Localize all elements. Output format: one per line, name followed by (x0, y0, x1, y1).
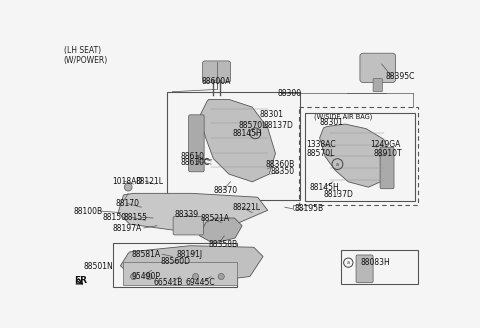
Text: a: a (254, 131, 257, 136)
Text: (LH SEAT)
(W/POWER): (LH SEAT) (W/POWER) (64, 46, 108, 65)
Text: 88145H: 88145H (232, 129, 262, 138)
Text: 88100B: 88100B (74, 207, 103, 215)
Text: 88301: 88301 (260, 110, 284, 118)
Text: (W/SIDE AIR BAG): (W/SIDE AIR BAG) (314, 113, 372, 120)
FancyBboxPatch shape (356, 255, 373, 283)
Polygon shape (320, 124, 392, 187)
Text: 88600A: 88600A (201, 77, 230, 86)
FancyBboxPatch shape (189, 115, 204, 172)
Polygon shape (200, 99, 276, 182)
Circle shape (218, 274, 224, 279)
Polygon shape (120, 246, 263, 284)
Text: 88360B: 88360B (265, 160, 295, 169)
Text: 88395C: 88395C (385, 72, 415, 81)
Text: 66541B: 66541B (153, 278, 182, 287)
Text: 88137D: 88137D (324, 190, 353, 199)
Text: 88560D: 88560D (161, 256, 191, 266)
Text: 69445C: 69445C (186, 278, 215, 287)
Text: 88570L: 88570L (306, 149, 335, 158)
Text: 88358B: 88358B (209, 240, 238, 250)
Text: 88910T: 88910T (374, 149, 403, 158)
Circle shape (192, 274, 199, 279)
Text: 88137D: 88137D (263, 121, 293, 130)
FancyBboxPatch shape (373, 79, 383, 92)
Text: 95490P: 95490P (132, 272, 160, 281)
FancyBboxPatch shape (380, 147, 394, 189)
Text: 88197A: 88197A (113, 223, 142, 233)
FancyBboxPatch shape (123, 262, 237, 285)
Text: 88150: 88150 (103, 213, 127, 222)
Text: 88370: 88370 (214, 186, 238, 195)
Text: 88155: 88155 (123, 213, 147, 222)
Circle shape (146, 274, 152, 279)
FancyBboxPatch shape (203, 61, 230, 82)
Text: a: a (347, 260, 350, 265)
Polygon shape (118, 194, 268, 230)
Text: 88195B: 88195B (294, 204, 323, 213)
Text: 88581A: 88581A (132, 250, 160, 259)
Text: 88221L: 88221L (232, 203, 260, 212)
Text: 88610: 88610 (180, 152, 204, 161)
Text: FR: FR (74, 276, 87, 285)
Text: 88339: 88339 (175, 211, 199, 219)
Text: 88570L: 88570L (238, 121, 266, 130)
Polygon shape (200, 218, 242, 243)
Text: 88301: 88301 (320, 118, 344, 127)
Text: 1249GA: 1249GA (370, 140, 400, 149)
Circle shape (131, 274, 137, 279)
Text: 88083H: 88083H (360, 258, 390, 267)
Text: a: a (336, 162, 339, 167)
Text: 88191J: 88191J (176, 250, 203, 259)
Text: 88521A: 88521A (200, 214, 229, 222)
Circle shape (124, 183, 132, 191)
Text: 88350: 88350 (271, 167, 295, 176)
Text: 88300: 88300 (277, 89, 301, 98)
Text: 1018AD: 1018AD (113, 177, 143, 186)
Text: 88121L: 88121L (136, 177, 164, 186)
Text: 88610C: 88610C (180, 158, 209, 167)
FancyBboxPatch shape (360, 53, 396, 82)
Text: 88501N: 88501N (83, 262, 113, 271)
Text: 88145H: 88145H (310, 183, 339, 193)
Text: 1338AC: 1338AC (306, 140, 336, 149)
Text: 88170: 88170 (116, 199, 140, 208)
FancyBboxPatch shape (173, 216, 204, 235)
